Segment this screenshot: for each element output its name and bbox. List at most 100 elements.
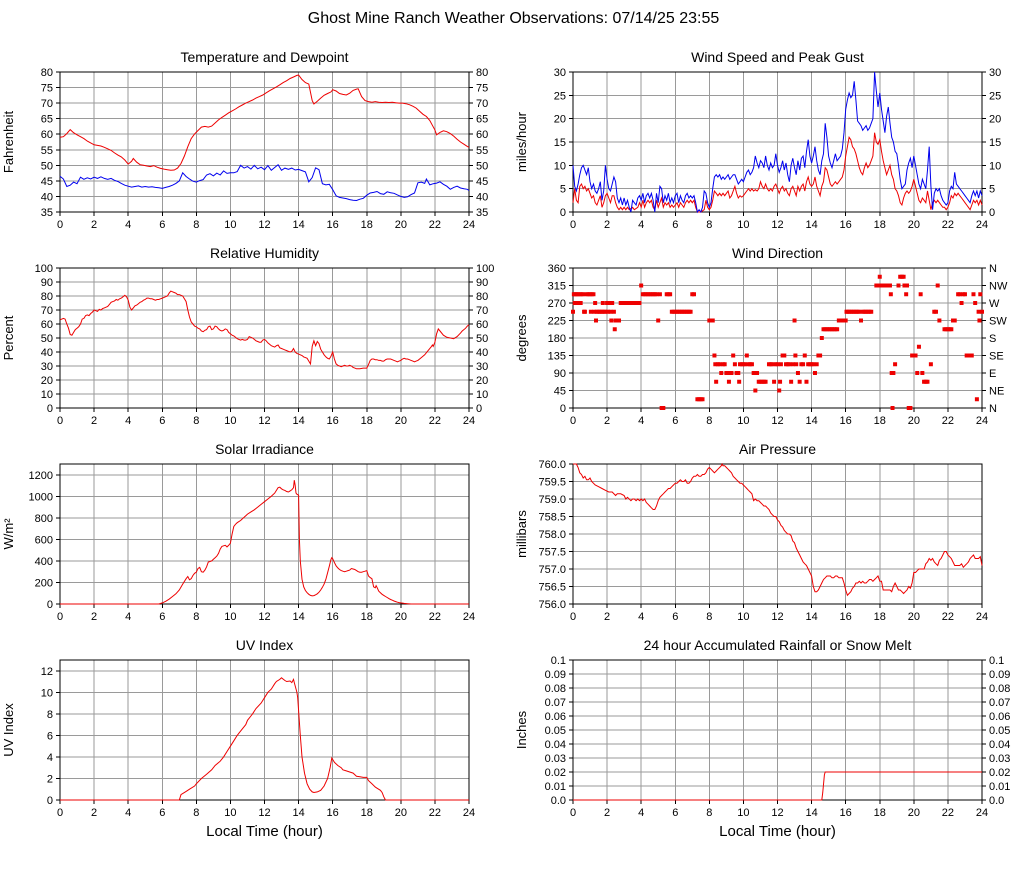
x-tick-label: 12: [771, 807, 783, 819]
scatter-point: [905, 283, 910, 288]
scatter-point: [606, 301, 611, 305]
scatter-point: [971, 292, 976, 297]
scatter-point: [713, 362, 718, 367]
y-tick-label: 10: [554, 160, 566, 172]
x-tick-label: 12: [258, 415, 270, 427]
y-tick-label: 0: [47, 403, 53, 415]
y-tick-label: 40: [41, 347, 53, 359]
y-axis-label: millibars: [514, 510, 529, 558]
x-tick-label: 2: [604, 219, 610, 231]
x-tick-label: 18: [361, 611, 373, 623]
y-tick-label-right: SW: [989, 316, 1007, 328]
scatter-point: [729, 371, 734, 375]
x-tick-label: 20: [395, 219, 407, 231]
scatter-point: [901, 274, 906, 279]
x-tick-label: 18: [361, 807, 373, 819]
scatter-point: [688, 309, 693, 314]
x-tick-label: 22: [429, 611, 441, 623]
y-tick-label: 800: [35, 513, 53, 525]
y-tick-label-right: 70: [476, 305, 488, 317]
scatter-point: [976, 309, 981, 314]
x-tick-label: 8: [193, 415, 199, 427]
y-tick-label: 1200: [29, 470, 53, 482]
scatter-point: [593, 301, 598, 305]
x-tick-label: 20: [395, 415, 407, 427]
x-tick-label: 2: [91, 219, 97, 231]
scatter-point: [937, 318, 942, 323]
y-tick-label: 0.1: [551, 655, 566, 667]
scatter-point: [600, 301, 605, 305]
y-axis-label: W/m²: [1, 518, 16, 550]
scatter-point: [782, 353, 787, 358]
rainfall-line: [573, 771, 982, 801]
chart-title: Relative Humidity: [210, 245, 319, 261]
scatter-point: [753, 388, 758, 393]
scatter-point: [977, 318, 982, 323]
scatter-point: [877, 274, 882, 279]
page-title: Ghost Mine Ranch Weather Observations: 0…: [307, 10, 720, 27]
y-tick-label-right: 50: [476, 160, 488, 172]
scatter-point: [869, 309, 874, 314]
y-tick-label-right: 0.1: [989, 655, 1004, 667]
scatter-point: [812, 371, 817, 375]
scatter-point: [915, 371, 920, 375]
air-pressure-line: [573, 462, 983, 597]
scatter-point: [710, 318, 715, 323]
scatter-point: [714, 379, 719, 384]
x-tick-label: 16: [327, 415, 339, 427]
scatter-point: [787, 362, 792, 367]
scatter-point: [795, 371, 800, 375]
x-tick-label: 18: [361, 219, 373, 231]
scatter-point: [592, 309, 597, 314]
y-axis-label: miles/hour: [514, 111, 529, 172]
scatter-point: [962, 292, 967, 297]
y-tick-label: 5: [560, 184, 566, 196]
y-tick-label: 360: [548, 263, 566, 275]
scatter-point: [603, 309, 608, 314]
y-tick-label-right: 75: [476, 83, 488, 95]
x-tick-label: 16: [327, 807, 339, 819]
x-tick-label: 4: [638, 611, 644, 623]
temperature-line: [59, 74, 470, 171]
x-axis-label: Local Time (hour): [206, 823, 323, 840]
y-axis-label: Percent: [1, 315, 16, 360]
x-tick-label: 6: [159, 611, 165, 623]
y-tick-label-right: 40: [476, 347, 488, 359]
scatter-point: [925, 379, 930, 384]
x-tick-label: 8: [706, 219, 712, 231]
y-tick-label-right: 0.02: [989, 767, 1010, 779]
scatter-point: [778, 379, 783, 384]
rainfall-plot: 0 2 4 6 8 10 12 14 16 18 20 22 240.0 0.00.01 0.010.02 0…: [514, 655, 1010, 819]
grid: [56, 267, 473, 412]
x-tick-label: 24: [463, 807, 475, 819]
y-tick-label: 45: [41, 176, 53, 188]
scatter-point: [608, 309, 613, 314]
y-tick-label: 0.04: [545, 739, 566, 751]
y-tick-label-right: NW: [989, 281, 1008, 293]
x-tick-label: 0: [57, 807, 63, 819]
scatter-point: [737, 379, 742, 384]
y-axis-label: degrees: [514, 314, 529, 361]
y-tick-label: 10: [41, 389, 53, 401]
scatter-point: [890, 406, 895, 410]
scatter-point: [578, 301, 583, 305]
scatter-point: [980, 309, 984, 314]
x-tick-label: 24: [976, 219, 988, 231]
scatter-point: [797, 379, 802, 384]
x-tick-label: 16: [840, 415, 852, 427]
y-tick-label-right: 45: [476, 176, 488, 188]
x-tick-label: 16: [327, 611, 339, 623]
scatter-point: [918, 292, 923, 297]
scatter-point: [639, 283, 644, 288]
figure-uv-index: UV Index 0 2 4 6 8 10 12 14 16 18 20 22 24 0 2 4 6 8 10 12 U…: [0, 636, 513, 844]
x-tick-label: 2: [604, 611, 610, 623]
y-tick-label: 760.0: [538, 459, 566, 471]
scatter-point: [888, 292, 893, 297]
scatter-point: [691, 292, 696, 297]
scatter-point: [656, 318, 661, 323]
y-tick-label: 0.06: [545, 711, 566, 723]
y-tick-label-right: 0.07: [989, 697, 1010, 709]
scatter-point: [617, 318, 622, 323]
x-tick-label: 14: [805, 219, 817, 231]
